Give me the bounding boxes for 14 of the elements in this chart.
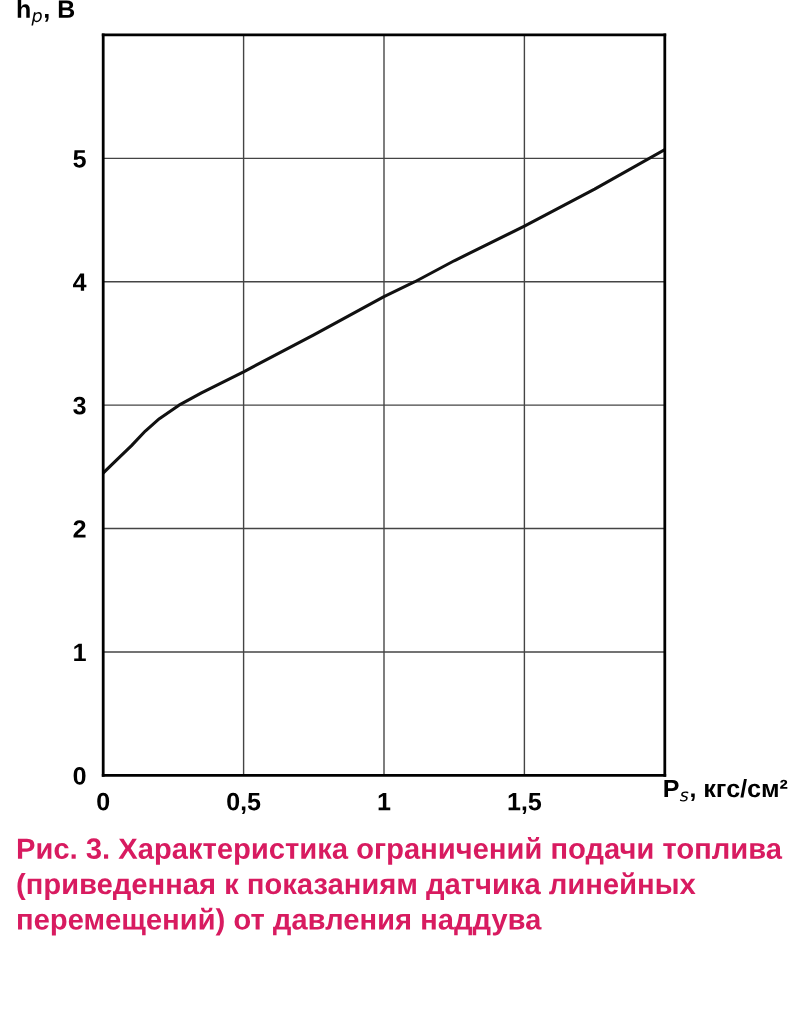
x-tick-label: 1 xyxy=(378,792,391,811)
text: Рис. 3. Характеристика ограничений подачи топлива (приведенная к показаниям датчика линейных перемещений) от давления наддува xyxy=(17,837,783,936)
y-tick-label: 2 xyxy=(73,520,86,538)
y-axis-title: h$_{p}$, B xyxy=(17,0,75,26)
y-tick-label: 1 xyxy=(74,643,86,662)
x-tick-label: 1,5 xyxy=(508,792,542,815)
x-tick-label: 0 xyxy=(97,792,110,811)
line-series xyxy=(103,148,665,475)
y-tick-label: 3 xyxy=(73,396,86,415)
x-tick-label: 0,5 xyxy=(227,792,261,815)
y-tick-label: 5 xyxy=(73,150,86,168)
x-axis-title: P$_{s}$, кгс/см² xyxy=(664,779,788,802)
y-tick-label: 0 xyxy=(73,766,86,785)
y-tick-label: 4 xyxy=(73,273,87,291)
